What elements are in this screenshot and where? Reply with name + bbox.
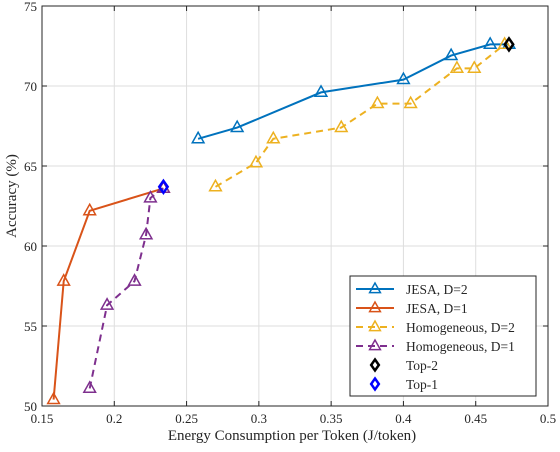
x-tick-label: 0.5 — [540, 411, 556, 426]
data-point — [56, 273, 71, 286]
x-tick-label: 0.4 — [395, 411, 412, 426]
legend-swatch-marker — [368, 338, 382, 351]
x-axis-ticks: 0.15 0.2 0.25 0.3 0.35 0.4 0.45 0.5 — [31, 6, 556, 426]
axes-box — [41, 5, 549, 407]
data-point — [370, 95, 385, 109]
data-point — [449, 60, 465, 74]
data-point — [483, 36, 498, 50]
data-point — [230, 119, 245, 133]
series-5 — [157, 178, 170, 195]
series-2 — [208, 36, 512, 192]
data-point — [127, 273, 142, 286]
legend-label: Top-1 — [406, 377, 438, 392]
data-point — [313, 84, 329, 98]
x-tick-label: 0.15 — [31, 411, 54, 426]
data-point — [157, 178, 170, 195]
series-line — [88, 187, 164, 389]
data-point — [138, 226, 154, 240]
axes — [41, 5, 549, 407]
data-point — [266, 130, 281, 144]
legend-swatch-marker — [368, 319, 382, 332]
x-axis-label: Energy Consumption per Token (J/token) — [168, 428, 416, 444]
series-line — [52, 187, 164, 400]
legend-label: Homogeneous, D=2 — [406, 320, 515, 335]
y-axis-ticks: 50 55 60 65 70 75 — [24, 0, 548, 414]
data-point — [143, 189, 158, 203]
series-line — [197, 43, 509, 140]
series-line — [214, 43, 506, 188]
y-tick-label: 65 — [24, 159, 37, 174]
y-tick-label: 75 — [24, 0, 37, 14]
data-point — [82, 380, 97, 394]
legend-swatch-marker — [368, 300, 382, 313]
legend-swatch-marker — [369, 376, 381, 392]
series-3 — [82, 180, 171, 394]
data-point — [82, 202, 97, 216]
legend-label: Homogeneous, D=1 — [406, 339, 515, 354]
data-point — [497, 36, 512, 50]
x-tick-label: 0.35 — [320, 411, 343, 426]
data-point — [467, 60, 482, 74]
legend-label: JESA, D=1 — [406, 301, 468, 316]
plot-series — [46, 36, 517, 405]
x-tick-label: 0.45 — [464, 411, 487, 426]
data-point — [46, 391, 61, 405]
legend-box — [349, 275, 537, 397]
data-point — [503, 36, 515, 53]
y-axis-label: Accuracy (%) — [4, 154, 20, 238]
series-1 — [46, 180, 171, 405]
data-point — [99, 297, 115, 310]
data-point — [403, 95, 418, 109]
y-tick-label: 50 — [24, 399, 37, 414]
data-point — [396, 71, 411, 85]
legend-swatch-marker — [368, 281, 382, 294]
x-tick-label: 0.2 — [106, 411, 122, 426]
data-point — [444, 47, 459, 61]
series-0 — [191, 36, 517, 144]
legend-label: Top-2 — [406, 358, 438, 373]
data-point — [334, 119, 349, 133]
legend: JESA, D=2 JESA, D=1 Homogeneous, D=2 Homoge… — [349, 275, 537, 397]
legend-label: JESA, D=2 — [406, 282, 468, 297]
data-point — [191, 130, 206, 144]
y-tick-label: 70 — [24, 79, 37, 94]
y-tick-label: 55 — [24, 319, 37, 334]
y-tick-label: 60 — [24, 239, 37, 254]
data-point — [248, 154, 264, 168]
legend-swatch-marker — [369, 357, 381, 373]
x-tick-label: 0.25 — [175, 411, 198, 426]
x-tick-label: 0.3 — [251, 411, 267, 426]
series-4 — [503, 36, 515, 53]
data-point — [208, 178, 223, 192]
